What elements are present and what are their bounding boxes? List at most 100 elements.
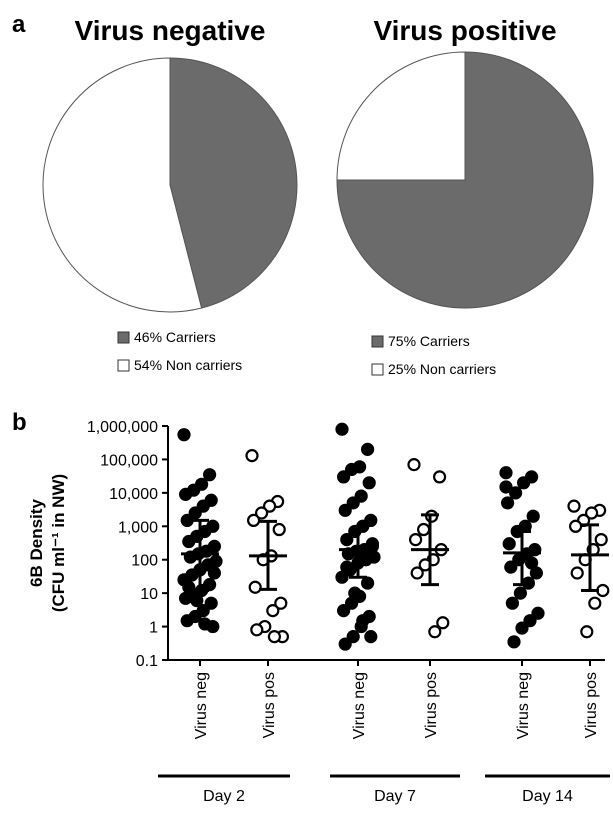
legend-category: Carriers [420,333,470,349]
data-point [340,532,354,547]
data-point [272,522,286,537]
data-point [207,566,221,580]
data-point [531,606,545,620]
y-tick-label: 1 [149,620,158,637]
x-tick-label: Virus neg [351,672,368,739]
data-point [499,480,513,494]
data-point [203,468,217,482]
legend-value: 75% [388,333,416,349]
y-tick-label: 100,000 [100,452,158,469]
legend-label: 25% Non carriers [388,361,496,377]
data-point [364,630,378,644]
data-point [436,616,450,630]
data-point [335,570,349,584]
group-label: Day 14 [522,788,573,805]
data-point [356,614,370,628]
data-point [362,476,376,490]
data-point [179,591,193,605]
data-point [361,576,375,590]
pie-title: Virus positive [373,15,556,46]
y-tick-label: 100 [131,553,158,570]
x-tick-label: Virus neg [515,672,532,739]
data-point [255,506,269,520]
data-point [335,422,349,436]
data-point [348,586,362,600]
group-label: Day 2 [203,788,245,805]
data-point [274,596,288,610]
y-tick-label: 10,000 [109,486,158,503]
panel-label: a [12,11,26,38]
data-point [204,596,218,610]
data-point [516,476,531,490]
data-point [263,499,277,513]
data-point [267,630,281,644]
data-point [504,560,518,574]
data-point [523,614,537,628]
data-point [182,534,196,549]
legend-label: 75% Carriers [388,333,470,349]
data-point [409,532,423,547]
data-point [196,499,210,513]
data-point [433,470,447,484]
pie-slice [336,51,466,181]
data-point [407,458,421,472]
data-point [529,566,544,580]
data-point [410,566,424,580]
y-tick-label: 1,000 [118,519,158,536]
data-point [570,566,584,580]
data-point [180,614,194,628]
legend-value: 25% [388,361,416,377]
data-point [568,519,583,533]
data-point [190,593,204,608]
legend-category: Carriers [166,329,216,345]
data-point [188,506,202,520]
data-point [250,623,264,637]
data-point [417,522,431,537]
data-point [584,506,599,520]
data-point [346,496,360,510]
data-point [521,576,536,590]
legend-swatch [371,363,384,376]
y-tick-label: 1,000,000 [87,419,158,436]
x-tick-label: Virus neg [193,672,210,739]
legend-category: Non carriers [420,361,496,377]
y-axis-label: 6B Density [27,499,46,587]
data-point [354,489,368,503]
data-point [266,604,280,618]
data-point [337,470,351,484]
data-point [513,586,528,600]
x-tick-label: Virus pos [261,672,278,738]
data-point [247,513,261,527]
legend-swatch [117,359,130,372]
data-point [588,596,602,610]
data-point [198,617,212,631]
legend-value: 46% [134,329,162,345]
data-point [338,503,352,517]
pie-slice [169,57,298,309]
pie-title: Virus negative [75,15,266,46]
x-tick-label: Virus pos [583,672,600,738]
legend-label: 54% Non carriers [134,357,242,373]
legend-swatch [371,335,384,348]
data-point [340,560,354,574]
data-point [594,532,608,547]
legend-value: 54% [134,357,162,373]
data-point [526,509,540,523]
data-point [338,637,352,651]
data-point [345,462,359,477]
legend-category: Non carriers [166,357,242,373]
data-point [501,496,515,510]
group-label: Day 7 [374,788,416,805]
legend-swatch [117,331,130,344]
data-point [361,442,375,456]
data-point [580,625,594,639]
data-point [515,621,529,635]
data-point [179,487,193,501]
legend-label: 46% Carriers [134,329,216,345]
data-point [428,625,442,639]
data-point [337,604,351,618]
pie-slice [336,51,594,309]
data-point [505,596,520,610]
y-tick-label: 0.1 [136,653,158,670]
